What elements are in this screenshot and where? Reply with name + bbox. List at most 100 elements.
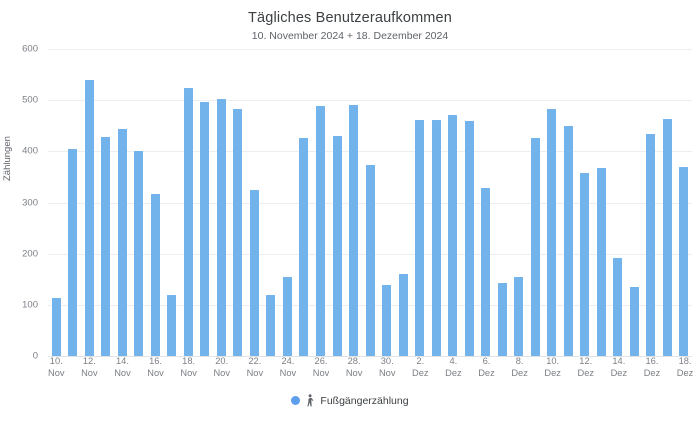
x-tick-day: 22.: [248, 356, 262, 366]
x-tick-month: Nov: [180, 367, 197, 378]
bar[interactable]: [629, 287, 639, 356]
bar[interactable]: [646, 134, 656, 356]
y-axis-tick-0: 0: [32, 350, 38, 362]
bar-slot: [560, 49, 577, 356]
bar[interactable]: [316, 106, 325, 356]
x-axis-tick: 2. Dez: [412, 356, 429, 388]
chart-legend[interactable]: Fußgängerzählung: [0, 394, 700, 407]
bar[interactable]: [233, 108, 243, 356]
x-axis-tick: 28. Nov: [346, 356, 363, 388]
bar-slot: [296, 49, 313, 356]
bar[interactable]: [249, 190, 259, 356]
x-tick-month: Dez: [577, 367, 595, 378]
x-tick-day: 24.: [281, 356, 295, 366]
bar[interactable]: [398, 274, 408, 356]
bar-slot: [114, 49, 131, 356]
x-axis-tick: 10. Nov: [48, 356, 65, 388]
bar[interactable]: [497, 282, 507, 356]
bar[interactable]: [51, 298, 61, 356]
bar[interactable]: [530, 138, 540, 356]
x-tick-day: 10.: [49, 356, 63, 366]
bar-slot: [65, 49, 82, 356]
bar[interactable]: [84, 80, 94, 356]
x-tick-day: 6.: [482, 356, 491, 366]
x-tick-month: Nov: [345, 367, 363, 378]
chart-subtitle: 10. November 2024 + 18. Dezember 2024: [251, 30, 449, 42]
bar[interactable]: [200, 101, 210, 356]
bar-slot: [444, 49, 461, 356]
bar-series: [48, 49, 692, 356]
bar[interactable]: [117, 129, 127, 356]
bar[interactable]: [448, 114, 458, 356]
bar[interactable]: [514, 276, 524, 356]
bar[interactable]: [415, 120, 425, 356]
legend-label: Fußgängerzählung: [320, 394, 409, 407]
bar[interactable]: [464, 121, 474, 356]
y-axis-tick-500: 500: [22, 94, 38, 106]
x-tick-day: 8.: [515, 356, 524, 366]
y-axis-tick-labels: 0 100 200 300 400 500 600: [0, 43, 44, 362]
y-axis-tick-600: 600: [22, 43, 38, 55]
chart-header: Tägliches Benutzeraufkommen 10. November…: [0, 9, 700, 43]
bar[interactable]: [613, 258, 623, 356]
x-tick-day: 12.: [82, 356, 96, 366]
bar[interactable]: [662, 119, 672, 356]
bar-slot: [362, 49, 379, 356]
x-tick-month: Dez: [511, 367, 528, 378]
x-tick-month: Nov: [147, 367, 164, 378]
bar[interactable]: [349, 105, 359, 356]
bar[interactable]: [481, 188, 491, 356]
bar-slot: [98, 49, 115, 356]
bar[interactable]: [596, 168, 606, 356]
bar[interactable]: [101, 137, 111, 356]
bar[interactable]: [68, 149, 78, 356]
x-axis-tick: 22. Nov: [247, 356, 264, 388]
bar-slot: [395, 49, 412, 356]
x-tick-day: 20.: [215, 356, 229, 366]
bar-slot: [180, 49, 197, 356]
x-tick-month: Dez: [478, 367, 495, 378]
x-tick-day: 18.: [678, 356, 692, 366]
bar[interactable]: [282, 276, 292, 356]
bar[interactable]: [547, 108, 557, 356]
x-tick-day: 16.: [149, 356, 163, 366]
bar-slot: [477, 49, 494, 356]
plot-area: Zählungen 0 100 200 300 400 500 600: [0, 43, 700, 362]
bar[interactable]: [365, 164, 375, 356]
bar-slot: [676, 49, 693, 356]
x-tick-month: Nov: [48, 367, 65, 378]
bar[interactable]: [679, 167, 689, 356]
bar[interactable]: [150, 193, 160, 356]
x-axis-tick: 20. Nov: [213, 356, 230, 388]
bar-slot: [329, 49, 346, 356]
bar[interactable]: [134, 151, 144, 356]
bar-slot: [494, 49, 511, 356]
x-tick-day: 14.: [115, 356, 129, 366]
bar[interactable]: [332, 135, 342, 356]
y-axis-tick-200: 200: [22, 248, 38, 260]
x-axis-tick: 4. Dez: [445, 356, 462, 388]
bar-slot: [48, 49, 65, 356]
x-tick-month: Nov: [279, 367, 297, 378]
bar[interactable]: [563, 126, 573, 356]
y-axis-tick-100: 100: [22, 299, 38, 311]
chart-title: Tägliches Benutzeraufkommen: [248, 10, 452, 26]
bar-slot: [593, 49, 610, 356]
bar[interactable]: [216, 99, 226, 356]
bar[interactable]: [299, 138, 309, 356]
bar-slot: [626, 49, 643, 356]
bar[interactable]: [183, 87, 193, 356]
bar[interactable]: [580, 173, 590, 356]
bar-slot: [81, 49, 98, 356]
gridline-0: [48, 356, 692, 357]
bar[interactable]: [266, 294, 276, 356]
bar[interactable]: [167, 294, 177, 356]
bar[interactable]: [382, 284, 392, 356]
bar[interactable]: [431, 119, 441, 356]
x-tick-month: Dez: [643, 367, 661, 378]
y-axis-tick-400: 400: [22, 145, 38, 157]
x-axis-tick: 16. Nov: [147, 356, 164, 388]
x-axis-tick: 18. Nov: [180, 356, 197, 388]
bar-slot: [131, 49, 148, 356]
bar-slot: [378, 49, 395, 356]
